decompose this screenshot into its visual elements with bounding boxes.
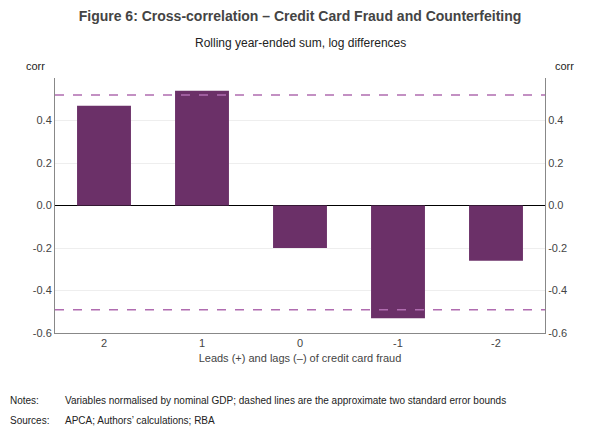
svg-text:2: 2	[101, 337, 107, 349]
svg-text:Figure 6: Cross-correlation –: Figure 6: Cross-correlation – Credit Car…	[79, 8, 522, 24]
svg-text:Notes:: Notes:	[10, 395, 39, 406]
svg-text:-0.2: -0.2	[548, 242, 567, 254]
svg-text:-0.4: -0.4	[548, 284, 567, 296]
svg-text:Variables normalised by nomina: Variables normalised by nominal GDP; das…	[65, 395, 506, 406]
svg-text:corr: corr	[555, 60, 574, 72]
svg-text:0.0: 0.0	[37, 199, 52, 211]
svg-text:-0.4: -0.4	[33, 284, 52, 296]
svg-text:0.0: 0.0	[548, 199, 563, 211]
svg-text:0.2: 0.2	[37, 157, 52, 169]
svg-text:0.4: 0.4	[37, 114, 52, 126]
svg-text:-0.6: -0.6	[548, 327, 567, 339]
svg-text:corr: corr	[26, 60, 45, 72]
svg-text:0: 0	[297, 337, 303, 349]
svg-text:-0.6: -0.6	[33, 327, 52, 339]
svg-text:1: 1	[199, 337, 205, 349]
svg-text:-1: -1	[393, 337, 403, 349]
svg-text:-2: -2	[491, 337, 501, 349]
svg-text:Rolling year-ended sum, log di: Rolling year-ended sum, log differences	[195, 36, 406, 50]
svg-text:-0.2: -0.2	[33, 242, 52, 254]
svg-text:APCA; Authors’ calculations; R: APCA; Authors’ calculations; RBA	[65, 415, 215, 426]
svg-text:Leads (+) and lags (–) of cred: Leads (+) and lags (–) of credit card fr…	[199, 352, 402, 364]
svg-text:0.4: 0.4	[548, 114, 563, 126]
svg-text:Sources:: Sources:	[10, 415, 49, 426]
svg-text:0.2: 0.2	[548, 157, 563, 169]
